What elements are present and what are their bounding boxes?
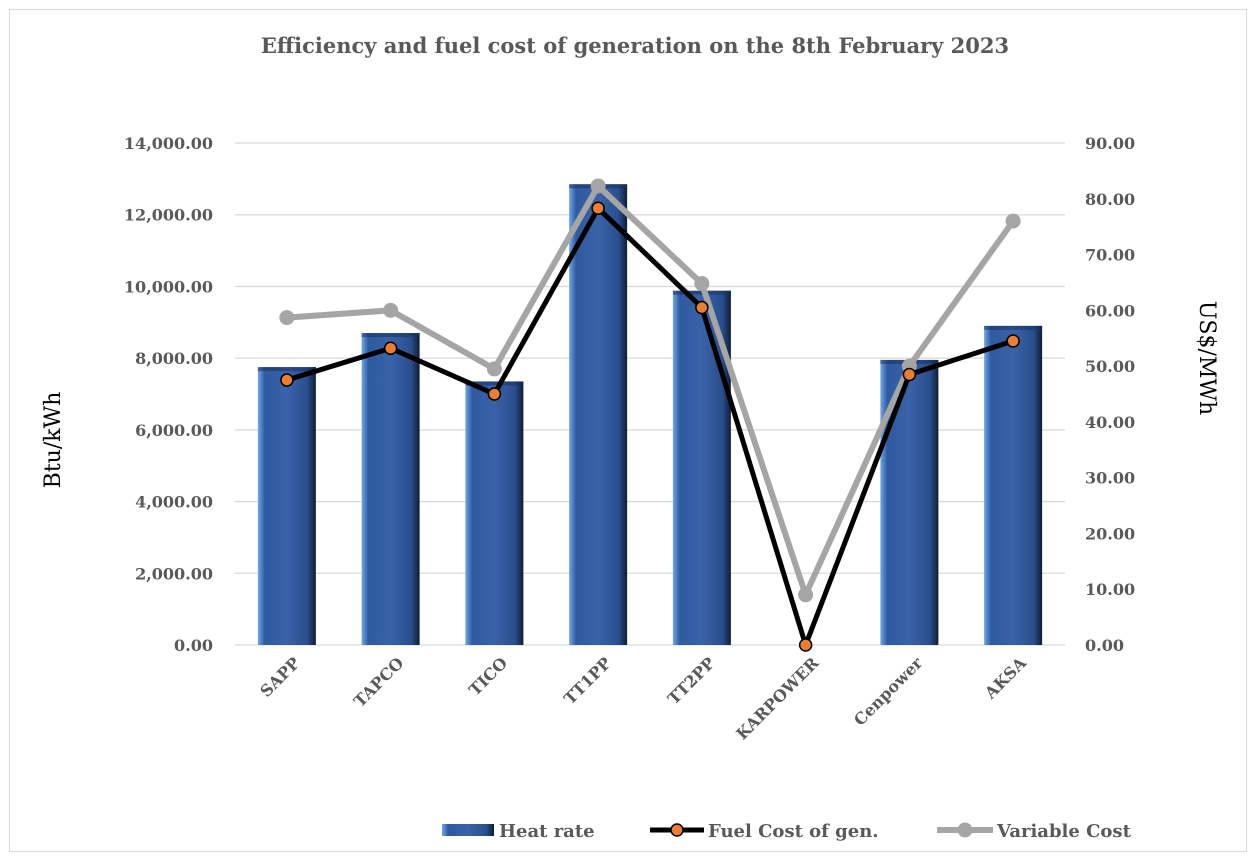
legend-item-fuel-cost: Fuel Cost of gen. [650,821,879,842]
variable-cost-point [279,310,295,326]
legend-label-heat-rate: Heat rate [499,821,595,842]
bar-body [984,325,1043,645]
gridlines [235,142,1065,646]
line-series [279,178,1021,652]
x-tick-label: TAPCO [350,653,407,710]
y-tick-label: 0.00 [174,636,213,655]
bar [984,325,1043,645]
fuel-cost-point [383,341,398,356]
fuel-cost-point [798,638,813,652]
legend-label-fuel-cost: Fuel Cost of gen. [708,821,879,842]
bar [465,381,524,645]
bar-top-edge [361,333,420,338]
x-tick-label: SAPP [256,653,303,700]
variable-cost-line [283,182,1017,598]
fuel-cost-line [284,205,1016,648]
variable-cost-point [486,361,502,377]
y2-tick-label: 20.00 [1085,524,1135,543]
y2-tick-label: 60.00 [1085,301,1135,320]
variable-cost-point [590,178,606,194]
y-tick-label: 6,000.00 [135,421,213,440]
variable-cost-point [1005,213,1021,229]
bar-body [880,359,939,645]
y-tick-label: 14,000.00 [124,134,213,153]
y2-tick-label: 30.00 [1085,469,1135,488]
y2-tick-label: 50.00 [1085,357,1135,376]
y2-tick-label: 80.00 [1085,190,1135,209]
left-axis-ticks: 0.00 2,000.00 4,000.00 6,000.00 8,000.00 10,0… [124,134,213,655]
legend-swatch-heat-rate [442,824,494,836]
y2-axis-title: US$/MWh [1194,301,1219,415]
bar-body [465,381,524,645]
y2-tick-label: 90.00 [1085,134,1135,153]
y-tick-label: 2,000.00 [135,564,213,583]
x-tick-label: TT2PP [664,653,719,708]
y2-tick-label: 70.00 [1085,246,1135,265]
fuel-cost-point [591,201,605,216]
bar [880,359,939,645]
legend-marker-fuel-cost [670,823,684,837]
bar [361,333,420,645]
legend-item-variable-cost: Variable Cost [937,821,1132,842]
x-axis-ticks: SAPP TAPCO TICO TT1PP TT2PP KARPOWER Cenpower A… [256,653,1030,744]
variable-cost-point [694,276,710,292]
bar [569,184,628,645]
y2-tick-label: 40.00 [1085,413,1135,432]
legend-label-variable-cost: Variable Cost [996,821,1132,842]
fuel-cost-point [902,367,917,382]
x-tick-label: KARPOWER [732,653,823,744]
fuel-cost-point [1006,334,1020,348]
bar-series [257,184,1043,645]
y2-tick-label: 10.00 [1085,580,1135,599]
y-tick-label: 10,000.00 [124,277,213,296]
fuel-cost-point [487,387,502,401]
x-tick-label: AKSA [980,653,1030,703]
y-tick-label: 12,000.00 [124,206,213,225]
legend: Heat rate Fuel Cost of gen. Variable Cost [442,821,1132,842]
legend-marker-variable-cost [957,822,973,838]
y-tick-label: 8,000.00 [135,349,213,368]
x-tick-label: TT1PP [560,653,615,708]
bar-top-edge [465,381,524,386]
right-axis-ticks: 0.00 10.00 20.00 30.00 40.00 50.00 60.00 70.00 8… [1085,134,1135,655]
variable-cost-point [798,587,814,603]
bar-body [569,184,628,645]
x-tick-label: Cenpower [850,653,927,730]
bar-body [361,333,420,645]
bar [257,367,316,645]
fuel-cost-point [280,373,294,387]
bar-top-edge [257,367,316,372]
fuel-cost-point [695,300,709,315]
bar-body [257,367,316,645]
legend-item-heat-rate: Heat rate [442,821,595,842]
variable-cost-point [383,302,399,318]
x-tick-label: TICO [465,653,511,699]
y-tick-label: 4,000.00 [135,493,213,512]
y-axis-title: Btu/kWh [41,392,66,489]
y2-tick-label: 0.00 [1085,636,1124,655]
chart-title: Efficiency and fuel cost of generation o… [261,33,1009,58]
bar-top-edge [984,325,1043,330]
